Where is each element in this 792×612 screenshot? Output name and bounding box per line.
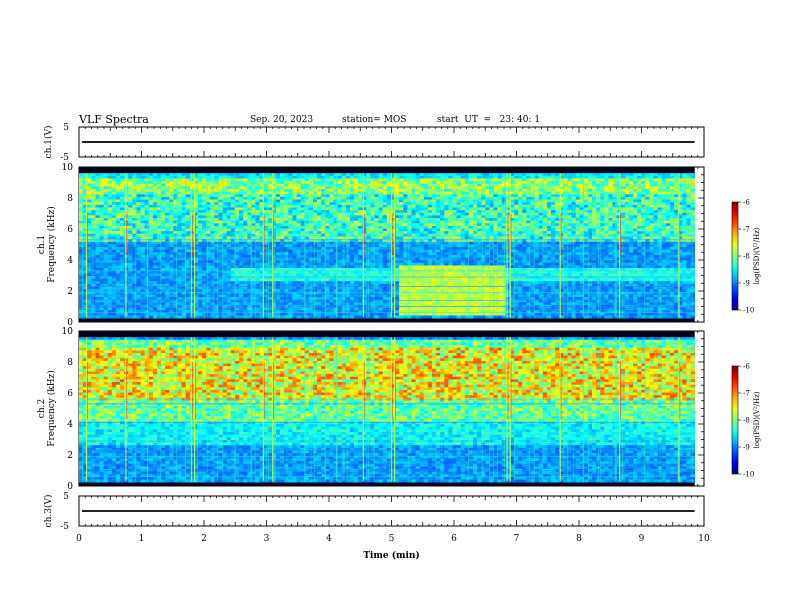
colorbar-tick-label: -10 (743, 471, 754, 479)
colorbar-tick-label: -10 (743, 307, 754, 315)
spectrogram-ch2 (79, 331, 695, 486)
y-axis-label: ch.3(V) (43, 495, 54, 528)
y-axis-label: Frequency (kHz) (46, 370, 57, 447)
colorbar-tick-label: -9 (743, 280, 750, 288)
x-tick-label: 5 (389, 534, 395, 544)
x-tick-label: 7 (514, 534, 520, 544)
x-tick-label: 8 (576, 534, 582, 544)
x-tick-label: 1 (139, 534, 145, 544)
x-tick-label: 9 (639, 534, 645, 544)
x-tick-label: 10 (698, 534, 710, 544)
channel-label: ch.1 (37, 235, 47, 254)
y-tick-label: -5 (60, 522, 69, 532)
y-tick-label: 0 (67, 482, 73, 492)
y-tick-label: 4 (67, 420, 73, 430)
x-tick-label: 0 (76, 534, 82, 544)
x-tick-label: 4 (326, 534, 332, 544)
y-tick-label: 10 (62, 163, 74, 173)
y-axis-label: Frequency (kHz) (46, 206, 57, 283)
spectrogram-ch1 (79, 167, 695, 322)
y-tick-label: 2 (67, 451, 73, 461)
y-tick-label: 4 (67, 256, 73, 266)
channel-label: ch.2 (37, 399, 47, 418)
x-tick-label: 2 (201, 534, 207, 544)
colorbar-tick-label: -8 (743, 417, 750, 425)
colorbar: -6 -7 -8 -9 -10 log(PSD)(V²/Hz) (732, 363, 761, 479)
x-axis-label: Time (min) (363, 550, 420, 561)
x-tick-label: 6 (451, 534, 457, 544)
y-tick-label: 8 (67, 358, 73, 368)
colorbar-label: log(PSD)(V²/Hz) (753, 391, 761, 448)
colorbar-tick-label: -7 (743, 226, 750, 234)
x-tick-label: 3 (264, 534, 270, 544)
colorbar: -6 -7 -8 -9 -10 log(PSD)(V²/Hz) (732, 199, 761, 315)
colorbar-tick-label: -9 (743, 444, 750, 452)
colorbar-tick-label: -8 (743, 253, 750, 261)
y-tick-label: 8 (67, 194, 73, 204)
panel-4: 0 1 2 3 4 5 6 7 8 9 10 5 -5 ch.3(V) (43, 492, 710, 544)
y-tick-label: -5 (60, 153, 69, 163)
y-tick-label: 5 (63, 492, 69, 502)
y-tick-label: 6 (67, 389, 73, 399)
colorbar-tick-label: -7 (743, 390, 750, 398)
colorbar-scale (732, 366, 738, 474)
y-tick-label: 5 (63, 123, 69, 133)
colorbar-tick-label: -6 (743, 199, 750, 207)
panel-1: 5 -5 ch.1(V) (43, 123, 704, 163)
vlf-spectra-figure: 5-5ch.1(V)0246810ch.1 Frequency (kHz)-6-7… (0, 0, 792, 612)
y-tick-label: 2 (67, 287, 73, 297)
y-tick-label: 10 (62, 327, 74, 337)
y-tick-label: 6 (67, 225, 73, 235)
y-axis-label: ch.1(V) (43, 126, 54, 159)
colorbar-scale (732, 202, 738, 310)
colorbar-label: log(PSD)(V²/Hz) (753, 227, 761, 284)
colorbar-tick-label: -6 (743, 363, 750, 371)
